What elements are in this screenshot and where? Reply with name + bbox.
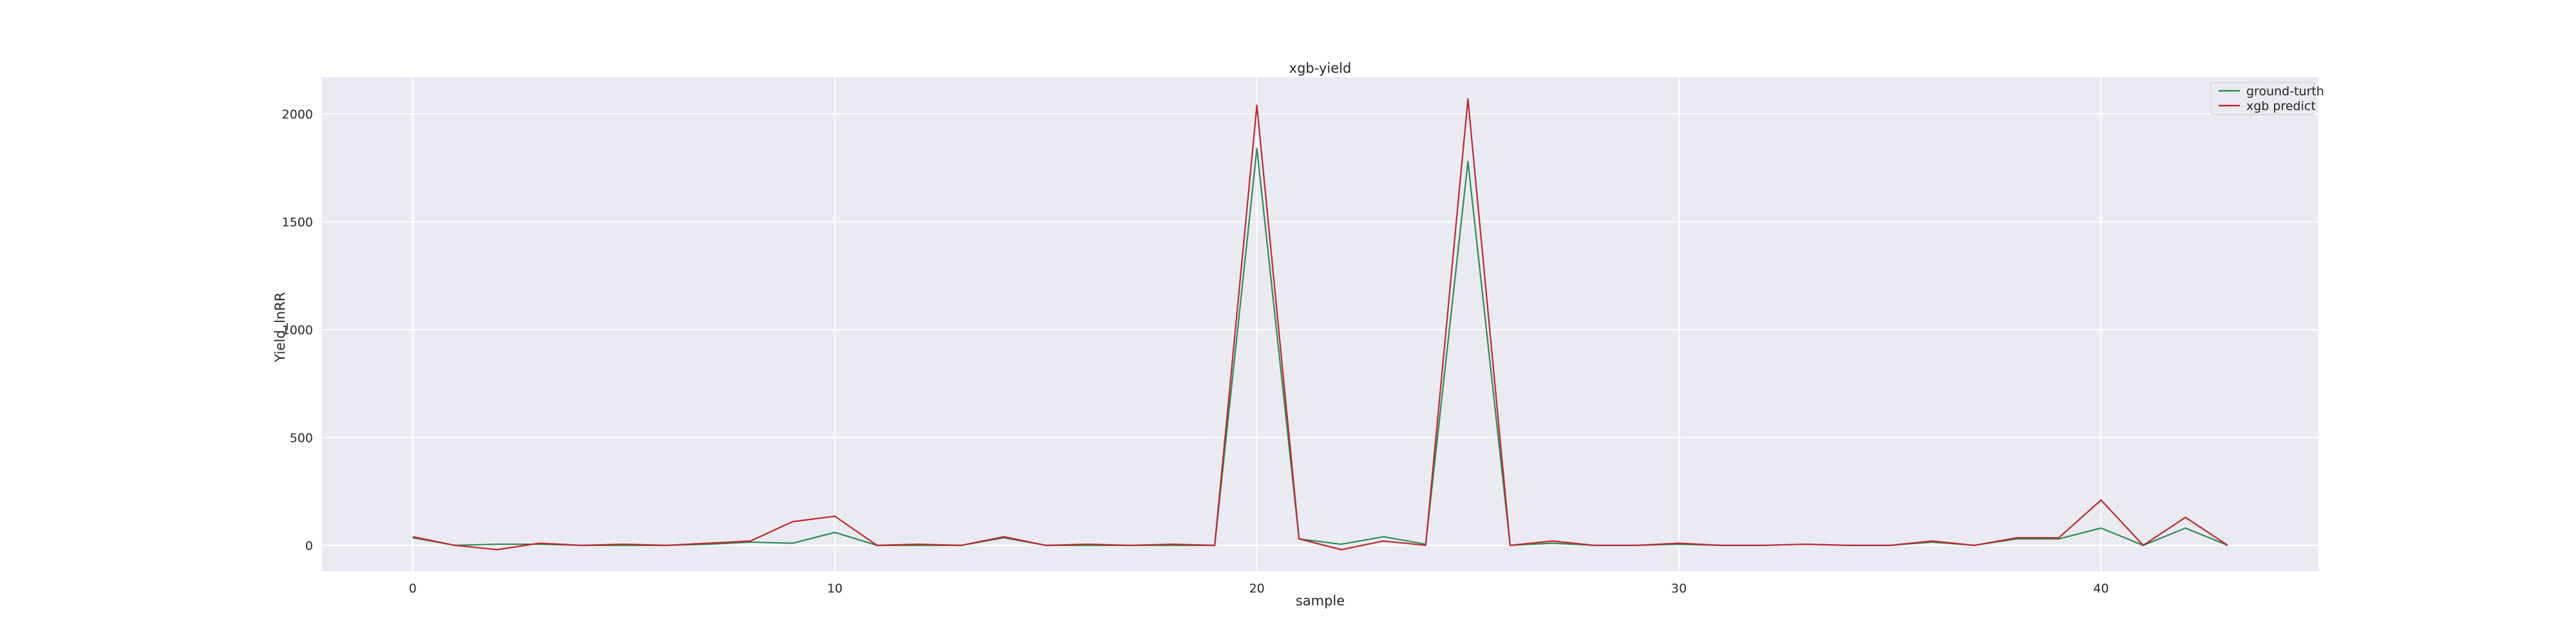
- plot-area: [322, 77, 2318, 571]
- chart-title: xgb-yield: [1289, 61, 1352, 76]
- series-lines: [412, 98, 2228, 551]
- y-tick-label: 0: [305, 539, 313, 553]
- y-tick-labels: 0 500 1000 1500 2000: [282, 108, 313, 553]
- x-axis-label: sample: [1296, 593, 1345, 609]
- y-tick-label: 1500: [282, 215, 313, 229]
- legend: ground-turth xgb predict: [2210, 82, 2324, 115]
- y-tick-label: 500: [290, 431, 313, 445]
- x-tick-labels: 0 10 20 30 40: [409, 582, 2109, 596]
- x-tick-label: 0: [409, 582, 417, 596]
- series-line-xgb-predict: [412, 98, 2228, 551]
- x-tick-label: 20: [1249, 582, 1265, 596]
- x-tick-label: 40: [2093, 582, 2108, 596]
- y-tick-label: 2000: [282, 108, 313, 122]
- legend-label-xgb-predict: xgb predict: [2246, 99, 2316, 113]
- y-axis-label: Yield_lnRR: [272, 292, 289, 363]
- series-line-ground-turth: [412, 147, 2228, 546]
- x-tick-label: 30: [1671, 582, 1687, 596]
- x-tick-label: 10: [827, 582, 842, 596]
- legend-label-ground-turth: ground-turth: [2246, 84, 2324, 99]
- y-tick-label: 1000: [282, 323, 313, 337]
